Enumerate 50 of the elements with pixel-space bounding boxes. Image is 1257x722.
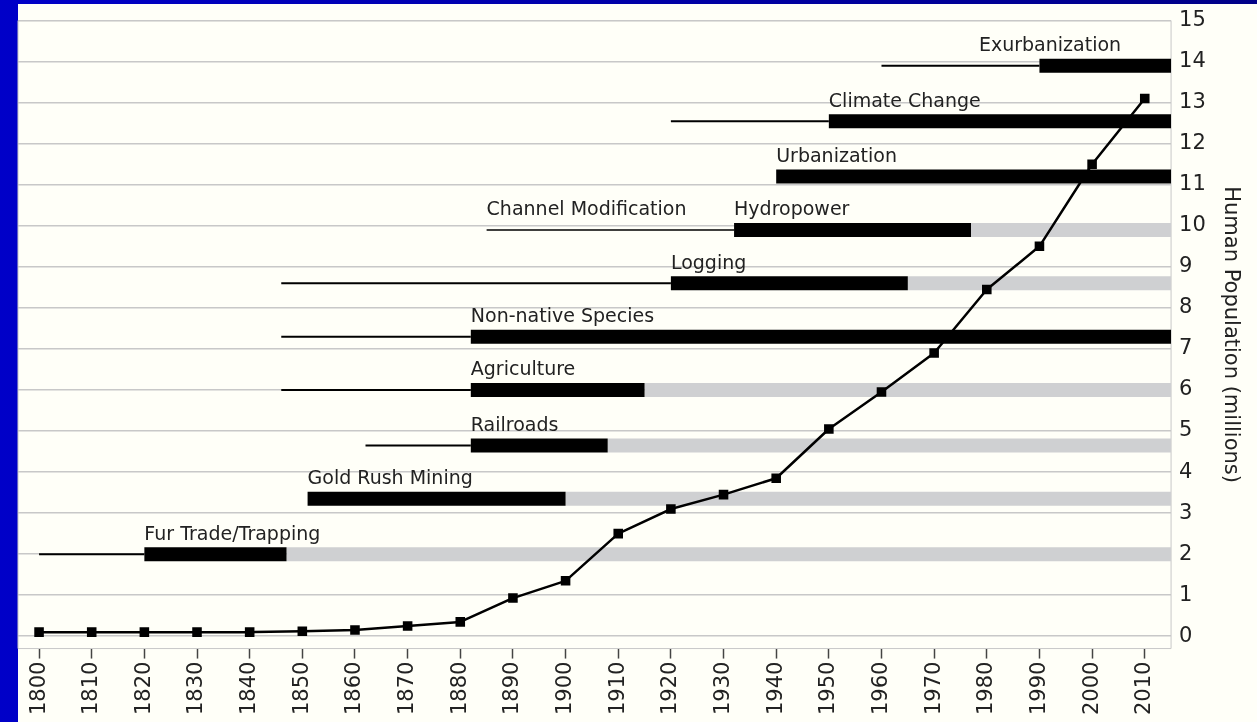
x-tick-label: 2000 xyxy=(1078,661,1103,716)
series-label: Non-native Species xyxy=(470,304,655,327)
y-tick-label: 8 xyxy=(1179,294,1193,319)
y-axis-title: Human Population (millions) xyxy=(1219,186,1244,483)
x-tick-label: 1950 xyxy=(815,661,840,716)
x-tick-label: 1940 xyxy=(762,661,787,716)
x-tick-label: 1840 xyxy=(236,661,261,716)
x-tick-label: 1830 xyxy=(183,661,208,716)
series-label: Channel Modification xyxy=(486,197,687,220)
y-tick-label: 12 xyxy=(1179,130,1206,155)
y-tick-label: 1 xyxy=(1179,581,1193,606)
x-tick-label: 2010 xyxy=(1131,661,1156,716)
x-tick-label: 1920 xyxy=(657,661,682,716)
x-tick-label: 1850 xyxy=(288,661,313,716)
series-label: Agriculture xyxy=(470,357,576,380)
x-tick-label: 1890 xyxy=(499,661,524,716)
series-label: Logging xyxy=(670,250,747,273)
y-tick-label: 2 xyxy=(1179,540,1193,565)
x-tick-label: 1810 xyxy=(78,661,103,716)
series-label: Hydropower xyxy=(734,197,850,220)
y-tick-label: 13 xyxy=(1179,89,1206,114)
x-tick-label: 1860 xyxy=(341,661,366,716)
y-tick-label: 7 xyxy=(1179,335,1193,360)
series-label: Railroads xyxy=(470,412,559,435)
y-tick-label: 11 xyxy=(1179,171,1206,196)
y-tick-label: 10 xyxy=(1179,212,1206,237)
x-tick-label: 1970 xyxy=(920,661,945,716)
x-tick-label: 1990 xyxy=(1025,661,1050,716)
y-tick-label: 15 xyxy=(1179,7,1206,32)
x-tick-label: 1930 xyxy=(709,661,734,716)
x-tick-label: 1870 xyxy=(394,661,419,716)
series-label: Urbanization xyxy=(776,144,897,166)
x-tick-label: 1960 xyxy=(867,661,892,716)
x-tick-label: 1980 xyxy=(973,661,998,716)
series-label: Fur Trade/Trapping xyxy=(144,521,321,544)
x-tick-label: 1820 xyxy=(130,661,155,716)
y-tick-label: 6 xyxy=(1179,376,1193,401)
y-tick-label: 5 xyxy=(1179,417,1193,442)
y-tick-label: 0 xyxy=(1179,622,1193,647)
y-tick-label: 9 xyxy=(1179,253,1193,278)
x-tick-label: 1880 xyxy=(446,661,471,716)
series-label: Climate Change xyxy=(828,88,981,111)
y-tick-label: 14 xyxy=(1179,48,1206,73)
series-label: Gold Rush Mining xyxy=(307,466,473,489)
series-label: Exurbanization xyxy=(978,33,1122,56)
x-tick-label: 1910 xyxy=(604,661,629,716)
x-tick-label: 1800 xyxy=(25,661,50,716)
x-tick-label: 1900 xyxy=(552,661,577,716)
y-tick-label: 4 xyxy=(1179,458,1193,483)
y-tick-label: 3 xyxy=(1179,499,1193,524)
